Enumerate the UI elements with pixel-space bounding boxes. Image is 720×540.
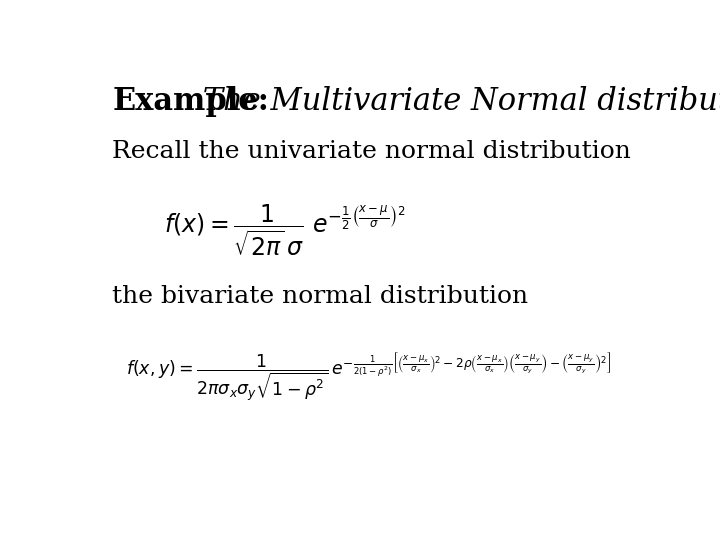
Text: Recall the univariate normal distribution: Recall the univariate normal distributio…	[112, 140, 631, 163]
Text: $f\left(x,y\right)=\dfrac{1}{2\pi\sigma_x\sigma_y\sqrt{1-\rho^2}}\,e^{-\frac{1}{: $f\left(x,y\right)=\dfrac{1}{2\pi\sigma_…	[126, 352, 612, 404]
Text: The Multivariate Normal distribution: The Multivariate Normal distribution	[193, 85, 720, 117]
Text: the bivariate normal distribution: the bivariate normal distribution	[112, 285, 528, 308]
Text: $f\left(x\right)=\dfrac{1}{\sqrt{2\pi}\,\sigma}\ e^{-\frac{1}{2}\left(\frac{x-\m: $f\left(x\right)=\dfrac{1}{\sqrt{2\pi}\,…	[164, 202, 406, 258]
Text: Example:: Example:	[112, 85, 269, 117]
